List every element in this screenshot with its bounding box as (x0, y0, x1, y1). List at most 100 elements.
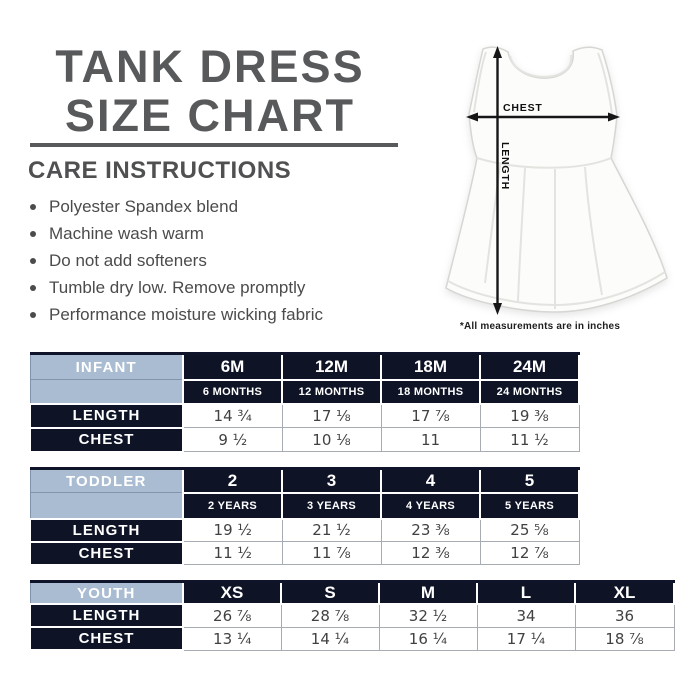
size-header: 24M (479, 352, 580, 381)
toddler-chest-row: CHEST 11 ½ 11 ⅞ 12 ⅜ 12 ⅞ (29, 540, 580, 566)
length-value: 17 ⅞ (380, 403, 481, 428)
infant-length-row: LENGTH 14 ¾ 17 ⅛ 17 ⅞ 19 ⅜ (29, 402, 580, 429)
row-label-length: LENGTH (29, 402, 184, 429)
size-subheader: 3 YEARS (281, 491, 382, 520)
row-label-length: LENGTH (29, 603, 184, 628)
youth-chest-row: CHEST 13 ¼ 14 ¼ 16 ¼ 17 ¼ 18 ⅞ (29, 626, 675, 651)
youth-group-label: YOUTH (29, 581, 184, 605)
toddler-group-spacer (29, 492, 184, 519)
chest-value: 16 ¼ (378, 626, 478, 651)
page-title-line2: SIZE CHART (65, 90, 355, 141)
size-header: 5 (479, 467, 580, 494)
size-header: L (476, 580, 576, 605)
chest-value: 12 ⅜ (380, 541, 481, 565)
size-header: XL (574, 580, 675, 605)
care-item: Do not add softeners (28, 247, 418, 274)
youth-size-table: YOUTH XS S M L XL LENGTH 26 ⅞ 28 ⅞ 32 ½ … (29, 580, 675, 651)
care-item-text: Tumble dry low. Remove promptly (49, 278, 306, 297)
toddler-header-row: TODDLER 2 3 4 5 (29, 467, 580, 494)
length-value: 17 ⅛ (281, 403, 382, 428)
dress-photo (445, 46, 668, 313)
chest-value: 14 ¼ (280, 626, 380, 651)
care-item-text: Performance moisture wicking fabric (49, 305, 323, 324)
chest-value: 17 ¼ (476, 626, 576, 651)
size-subheader: 12 MONTHS (281, 378, 382, 405)
length-value: 34 (476, 603, 576, 628)
size-subheader: 18 MONTHS (380, 378, 481, 405)
chest-value: 11 ⅞ (281, 541, 382, 565)
toddler-length-row: LENGTH 19 ½ 21 ½ 23 ⅜ 25 ⅝ (29, 517, 580, 543)
size-header: 6M (182, 352, 283, 381)
care-instructions-list: Polyester Spandex blend Machine wash war… (28, 193, 418, 328)
dress-measurement-diagram: CHEST LENGTH (445, 46, 668, 315)
row-label-chest: CHEST (29, 626, 184, 651)
size-subheader: 5 YEARS (479, 491, 580, 520)
chest-value: 12 ⅞ (479, 541, 580, 565)
infant-group-spacer (29, 379, 184, 404)
infant-size-table: INFANT 6M 12M 18M 24M 6 MONTHS 12 MONTHS… (29, 352, 580, 453)
chest-arrow (466, 112, 620, 122)
page-title-line1: TANK DRESS (55, 41, 365, 92)
page-title: TANK DRESS SIZE CHART (8, 42, 412, 140)
row-label-chest: CHEST (29, 540, 184, 566)
length-value: 32 ½ (378, 603, 478, 628)
size-header: 3 (281, 467, 382, 494)
size-header: 18M (380, 352, 481, 381)
bullet-icon (30, 231, 36, 237)
size-subheader: 2 YEARS (182, 491, 283, 520)
bullet-icon (30, 258, 36, 264)
care-item: Polyester Spandex blend (28, 193, 418, 220)
chest-value: 18 ⅞ (574, 626, 675, 651)
chest-value: 11 ½ (479, 427, 580, 452)
care-item: Tumble dry low. Remove promptly (28, 274, 418, 301)
care-item-text: Polyester Spandex blend (49, 197, 239, 216)
toddler-size-table: TODDLER 2 3 4 5 2 YEARS 3 YEARS 4 YEARS … (29, 467, 580, 566)
youth-header-row: YOUTH XS S M L XL (29, 580, 675, 605)
size-header: 12M (281, 352, 382, 381)
toddler-subheader-row: 2 YEARS 3 YEARS 4 YEARS 5 YEARS (29, 491, 580, 520)
infant-subheader-row: 6 MONTHS 12 MONTHS 18 MONTHS 24 MONTHS (29, 378, 580, 405)
size-header: XS (182, 580, 282, 605)
title-divider (30, 143, 398, 147)
size-header: 4 (380, 467, 481, 494)
infant-chest-row: CHEST 9 ½ 10 ⅛ 11 11 ½ (29, 426, 580, 453)
length-value: 36 (574, 603, 675, 628)
infant-header-row: INFANT 6M 12M 18M 24M (29, 352, 580, 381)
infant-group-label: INFANT (29, 353, 184, 380)
length-value: 26 ⅞ (182, 603, 282, 628)
length-value: 23 ⅜ (380, 518, 481, 542)
length-value: 14 ¾ (182, 403, 283, 428)
chest-value: 11 (380, 427, 481, 452)
chest-value: 13 ¼ (182, 626, 282, 651)
chest-value: 10 ⅛ (281, 427, 382, 452)
length-value: 19 ⅜ (479, 403, 580, 428)
size-header: S (280, 580, 380, 605)
measurements-note: *All measurements are in inches (459, 321, 621, 332)
toddler-group-label: TODDLER (29, 468, 184, 493)
care-item: Performance moisture wicking fabric (28, 301, 418, 328)
length-value: 28 ⅞ (280, 603, 380, 628)
care-item: Machine wash warm (28, 220, 418, 247)
length-arrow (493, 46, 502, 315)
size-header: 2 (182, 467, 283, 494)
bullet-icon (30, 204, 36, 210)
bullet-icon (30, 285, 36, 291)
length-value: 21 ½ (281, 518, 382, 542)
row-label-length: LENGTH (29, 517, 184, 543)
care-instructions-heading: CARE INSTRUCTIONS (28, 157, 292, 184)
length-value: 19 ½ (182, 518, 283, 542)
size-subheader: 4 YEARS (380, 491, 481, 520)
size-header: M (378, 580, 478, 605)
care-item-text: Machine wash warm (49, 224, 204, 243)
length-value: 25 ⅝ (479, 518, 580, 542)
bullet-icon (30, 312, 36, 318)
size-subheader: 24 MONTHS (479, 378, 580, 405)
chest-value: 9 ½ (182, 427, 283, 452)
size-subheader: 6 MONTHS (182, 378, 283, 405)
chest-value: 11 ½ (182, 541, 283, 565)
care-item-text: Do not add softeners (49, 251, 207, 270)
chest-dimension-label: CHEST (503, 102, 543, 114)
youth-length-row: LENGTH 26 ⅞ 28 ⅞ 32 ½ 34 36 (29, 603, 675, 628)
length-dimension-label: LENGTH (499, 142, 511, 190)
